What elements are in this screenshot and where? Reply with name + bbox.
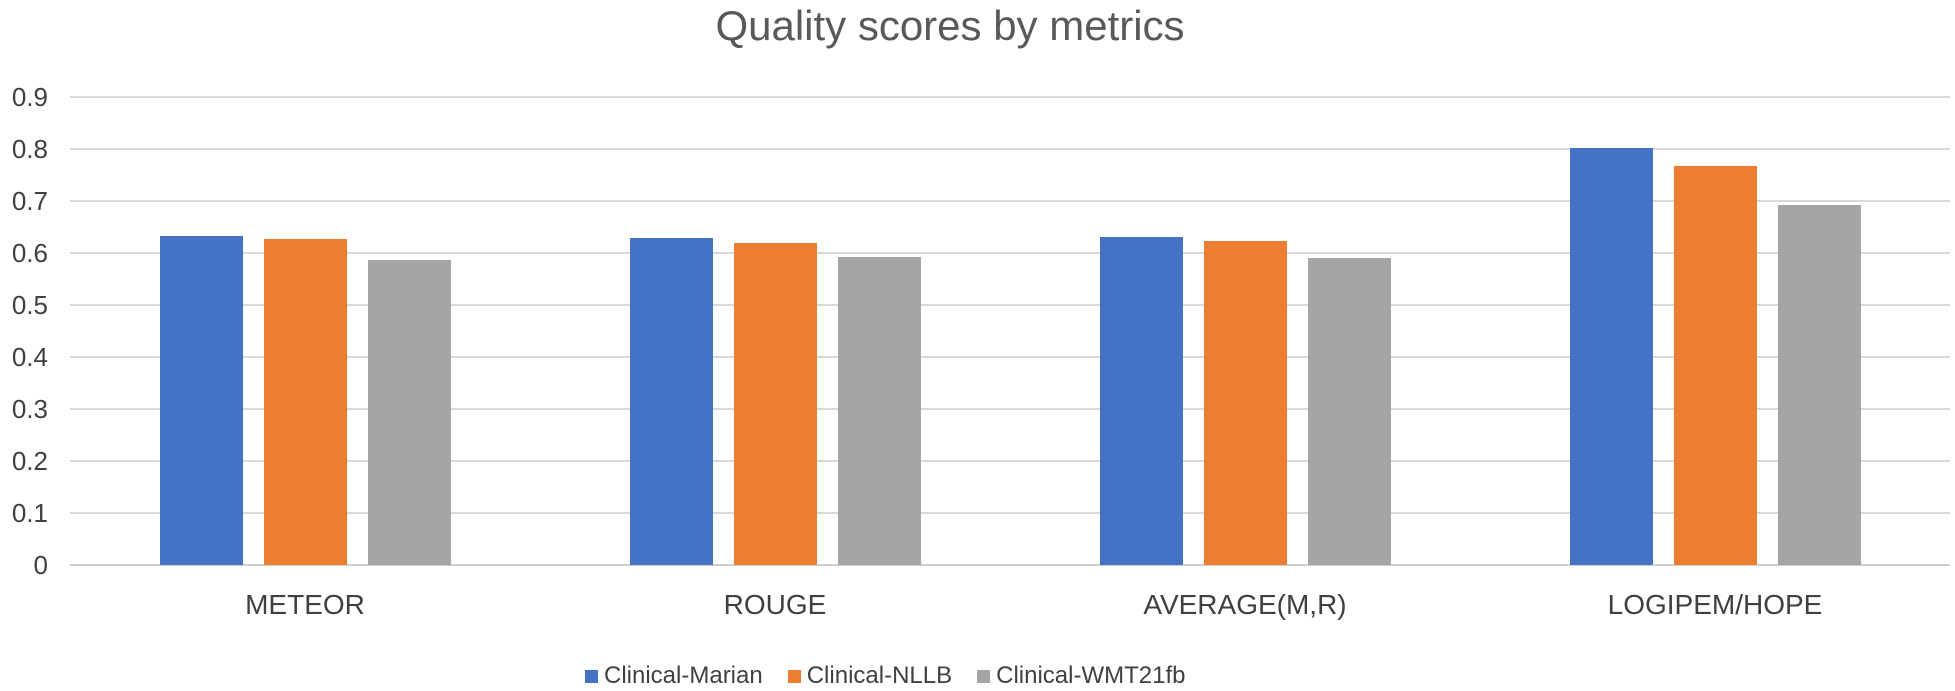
y-axis-tick-label: 0.8	[11, 134, 48, 164]
bar-clinical-marian-meteor	[159, 235, 243, 565]
gridline	[70, 304, 1950, 306]
legend-item-clinical-marian: Clinical-Marian	[585, 662, 763, 690]
x-axis-label-rouge: ROUGE	[723, 589, 827, 620]
gridline	[70, 252, 1950, 254]
y-axis-tick-label: 0.3	[11, 394, 48, 424]
gridline	[70, 408, 1950, 410]
gridline	[70, 512, 1950, 514]
y-axis-tick-label: 0.5	[11, 290, 48, 320]
bar-clinical-marian-logipem-hope	[1569, 147, 1653, 565]
x-axis-line	[70, 564, 1950, 566]
bar-clinical-marian-rouge	[629, 238, 713, 565]
gridline	[70, 96, 1950, 98]
bar-clinical-wmt21fb-logipem-hope	[1777, 205, 1861, 565]
y-axis-tick-label: 0.4	[11, 342, 48, 372]
chart-title: Quality scores by metrics	[715, 2, 1185, 49]
legend-item-clinical-nllb: Clinical-NLLB	[787, 662, 953, 690]
gridline	[70, 200, 1950, 202]
y-axis-tick-label: 0.2	[11, 446, 48, 476]
gridline	[70, 460, 1950, 462]
bar-clinical-marian-average-m-r	[1099, 237, 1183, 565]
y-axis-tick-label: 0.1	[11, 498, 48, 528]
legend-label: Clinical-NLLB	[806, 662, 953, 689]
bar-clinical-nllb-meteor	[263, 238, 347, 565]
bar-clinical-wmt21fb-average-m-r	[1307, 258, 1391, 565]
x-axis-label-average-m-r: AVERAGE(M,R)	[1143, 589, 1347, 620]
legend-label: Clinical-Marian	[604, 662, 763, 689]
gridline	[70, 356, 1950, 358]
bar-clinical-wmt21fb-rouge	[837, 256, 921, 565]
y-axis-tick-label: 0	[33, 550, 48, 580]
x-axis-label-logipem-hope: LOGIPEM/HOPE	[1607, 589, 1823, 620]
y-axis-tick-label: 0.9	[11, 82, 48, 112]
legend: Clinical-Marian Clinical-NLLB Clinical-WMT…	[585, 661, 1185, 691]
legend-swatch-icon	[585, 669, 598, 683]
y-axis-tick-label: 0.7	[11, 186, 48, 216]
legend-label: Clinical-WMT21fb	[996, 662, 1186, 689]
bar-clinical-wmt21fb-meteor	[367, 259, 451, 565]
bar-clinical-nllb-rouge	[733, 242, 817, 565]
x-axis-label-meteor: METEOR	[245, 589, 365, 620]
bar-clinical-nllb-logipem-hope	[1673, 165, 1757, 565]
legend-swatch-icon	[787, 669, 801, 683]
legend-swatch-icon	[977, 669, 991, 683]
plot-area	[70, 96, 1950, 566]
bar-clinical-nllb-average-m-r	[1203, 241, 1287, 565]
legend-item-clinical-wmt21fb: Clinical-WMT21fb	[977, 662, 1185, 690]
gridline	[70, 148, 1950, 150]
y-axis-tick-label: 0.6	[11, 238, 48, 268]
